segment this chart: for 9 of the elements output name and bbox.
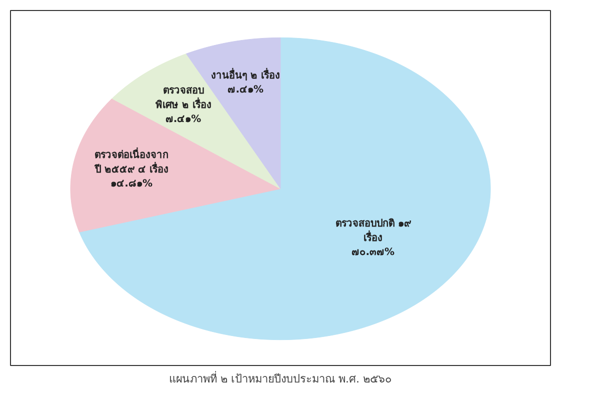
- slice-label: ตรวจต่อเนื่องจาก ปี ๒๕๕๙ ๔ เรื่อง: [94, 147, 169, 176]
- slice-label: งานอื่นๆ ๒ เรื่อง: [211, 67, 280, 82]
- data-label: ๑๔.๘๑%: [110, 178, 153, 190]
- data-label: ๗.๔๑%: [165, 114, 202, 126]
- data-label: ๗๐.๓๗%: [352, 247, 395, 258]
- slice-label: ตรวจสอบ พิเศษ ๒ เรื่อง: [155, 86, 212, 111]
- text: แผนภาพที่ ๒ เป้าหมายปีงบประมาณ พ.ศ. ๒๕๖๐: [169, 370, 392, 386]
- data-label: ๗.๔๑%: [228, 84, 264, 96]
- slice-label: ตรวจสอบปกติ ๑๙ เรื่อง: [335, 218, 412, 244]
